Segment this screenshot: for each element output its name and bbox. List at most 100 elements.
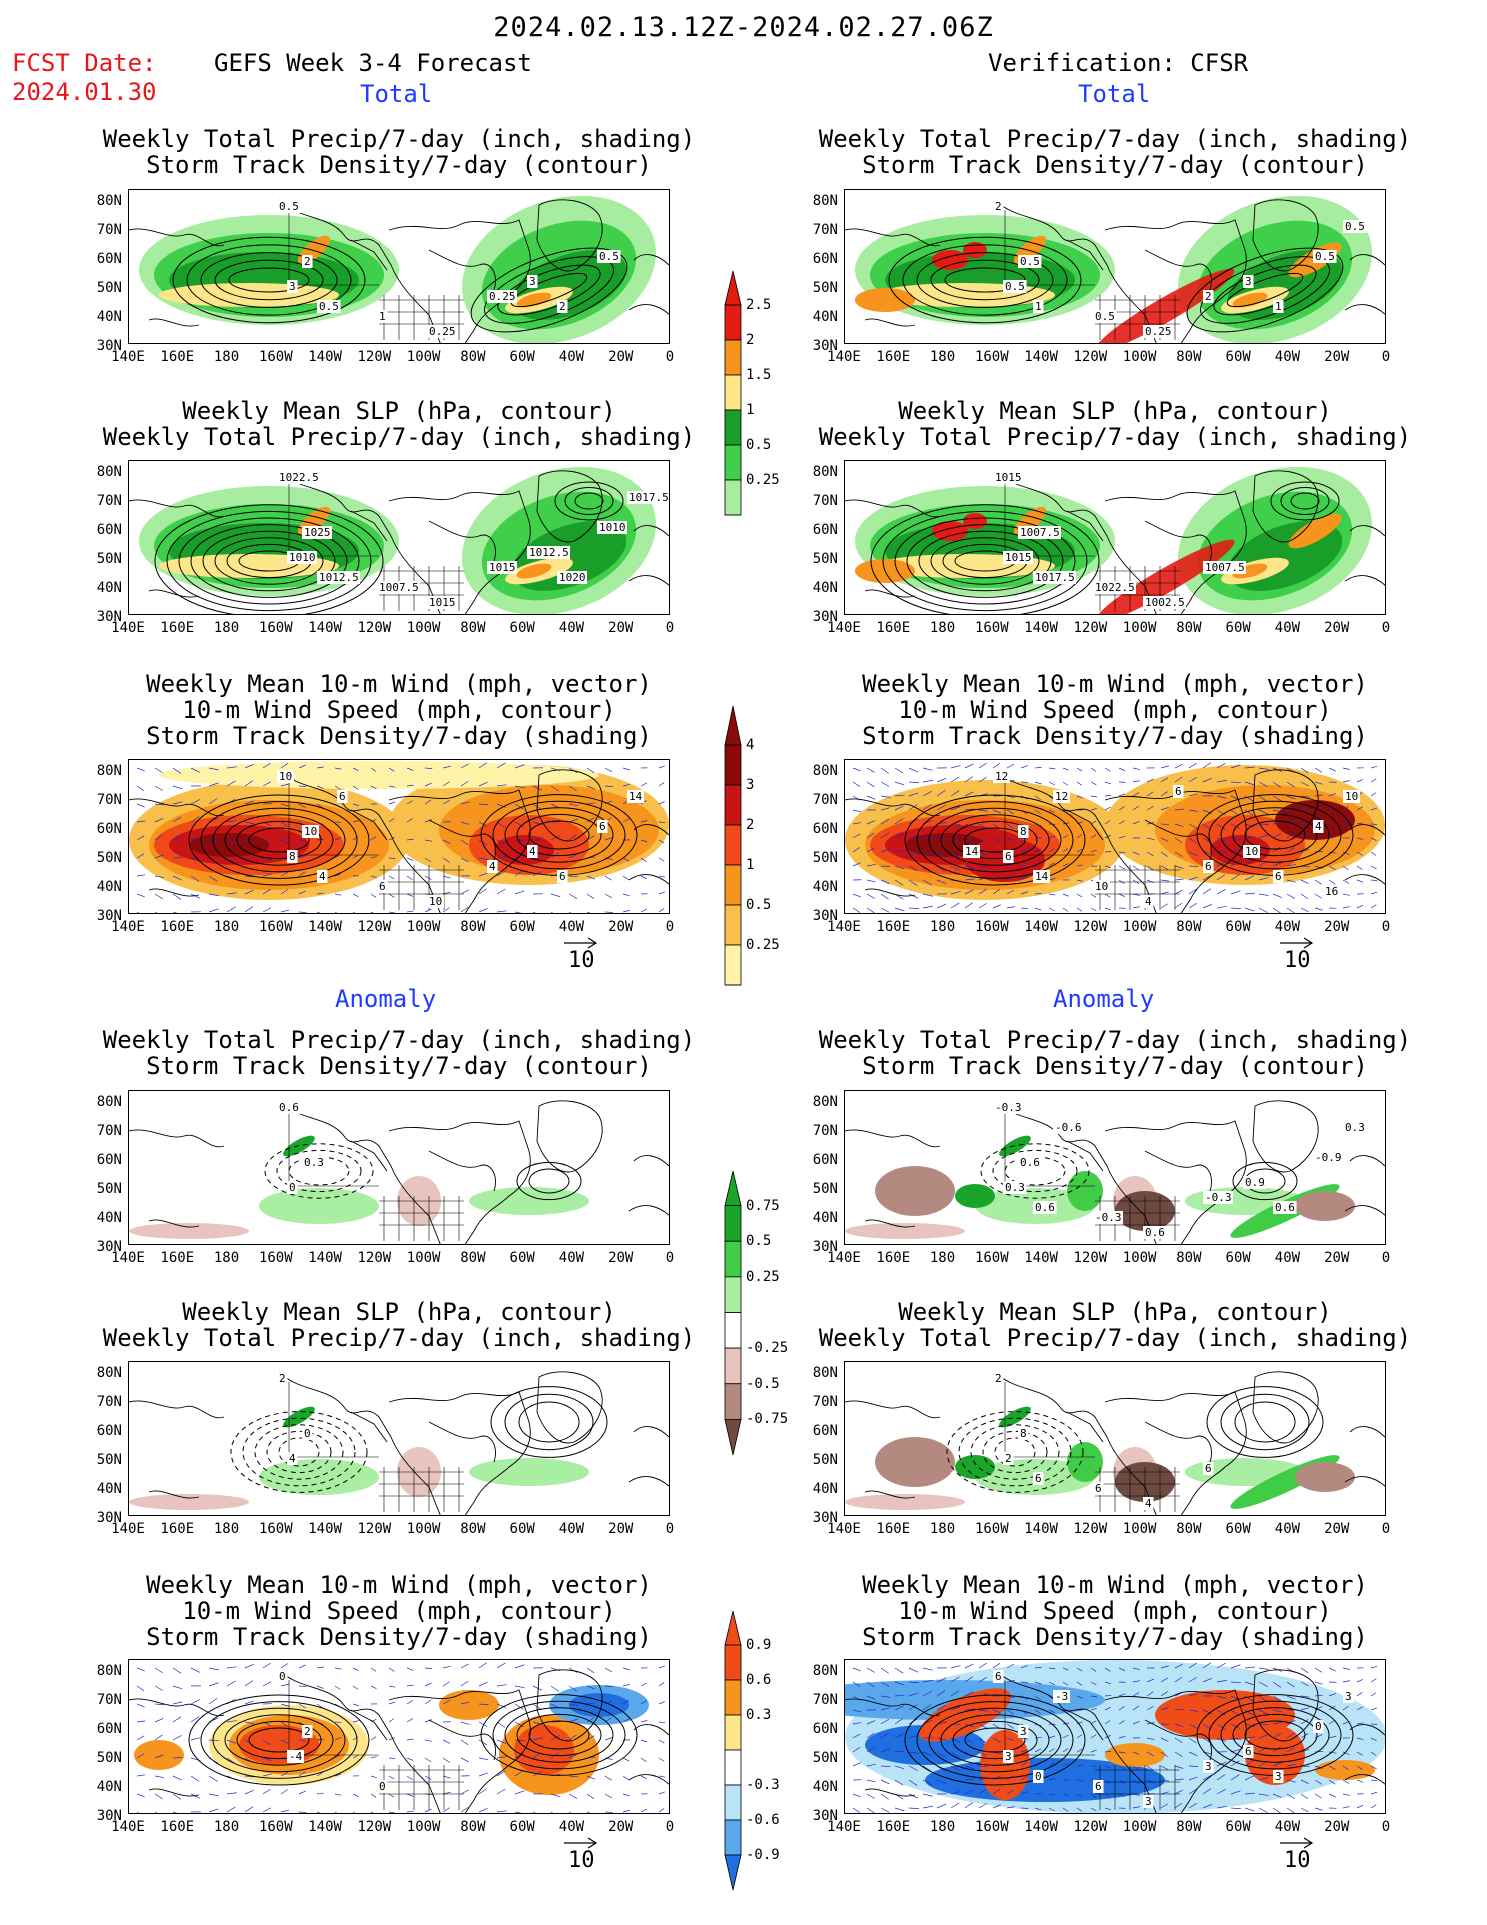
contour-label: 10 (427, 895, 444, 908)
lat-tick-label: 50N (812, 551, 838, 567)
contour-label: -0.3 (993, 1101, 1023, 1114)
lon-tick-label: 100W (406, 919, 441, 935)
contour-label: 3 (287, 280, 298, 293)
contour-label: 6 (1243, 1745, 1254, 1758)
lon-tick-label: 140E (827, 349, 861, 365)
contour-label: -0.3 (1093, 1211, 1123, 1224)
svg-text:-4: -4 (289, 1750, 303, 1763)
svg-text:1017.5: 1017.5 (1035, 571, 1075, 584)
svg-text:14: 14 (965, 845, 979, 858)
contour-label: 4 (287, 1452, 298, 1465)
svg-text:1017.5: 1017.5 (629, 491, 669, 504)
lon-tick-label: 0 (1381, 349, 1391, 365)
lon-tick-label: 180 (213, 620, 240, 636)
lon-tick-label: 100W (406, 349, 441, 365)
lon-tick-label: 0 (1381, 1819, 1391, 1835)
lon-tick-label: 100W (406, 1250, 441, 1266)
contour-label: 0.5 (1018, 255, 1042, 268)
contour-label: 0.25 (427, 325, 457, 338)
lon-tick-label: 140E (111, 349, 145, 365)
lon-tick-label: 160E (876, 620, 911, 636)
panel-title: Weekly Total Precip/7-day (inch, shading… (818, 423, 1412, 451)
map-panel-verification-ap: -0.3 0.6 0.3 -0.3 0.6 0.6 -0.3 0.9 0.6 -0.9 0.3 -0.… (844, 1090, 1386, 1245)
lon-tick-label: 160E (876, 1819, 911, 1835)
svg-text:12: 12 (995, 770, 1008, 783)
svg-text:16: 16 (1325, 885, 1338, 898)
lat-tick-label: 80N (812, 1365, 838, 1381)
svg-text:0: 0 (1035, 1770, 1042, 1783)
lon-tick-label: 120W (1073, 1819, 1108, 1835)
contour-label: 10 (302, 825, 319, 838)
lon-tick-label: 140E (111, 1521, 145, 1537)
lat-tick-label: 50N (812, 280, 838, 296)
contour-label: 10 (1343, 790, 1360, 803)
lon-tick-label: 60W (1225, 1521, 1251, 1537)
lon-tick-label: 160W (974, 620, 1009, 636)
svg-text:14: 14 (629, 790, 643, 803)
svg-text:3: 3 (529, 275, 536, 288)
lon-tick-label: 100W (1122, 620, 1157, 636)
lon-tick-label: 140W (308, 1250, 342, 1266)
svg-text:4: 4 (1315, 820, 1322, 833)
svg-text:4: 4 (529, 845, 536, 858)
lon-tick-label: 20W (608, 919, 634, 935)
lon-tick-label: 120W (357, 1250, 392, 1266)
lon-tick-label: 0 (665, 620, 675, 636)
contour-label: 4 (487, 860, 498, 873)
lon-tick-label: 0 (665, 919, 675, 935)
page-title: 2024.02.13.12Z-2024.02.27.06Z (493, 12, 994, 43)
contour-label: 6 (1173, 785, 1184, 798)
lon-tick-label: 0 (665, 1819, 675, 1835)
svg-text:0.5: 0.5 (279, 200, 299, 213)
contour-label: 3 (1143, 1795, 1154, 1808)
lon-tick-label: 80W (1176, 620, 1202, 636)
panel-title: Weekly Total Precip/7-day (inch, shading… (818, 1026, 1412, 1054)
colorbar-label: -0.9 (746, 1847, 780, 1863)
lon-tick-label: 60W (1225, 919, 1251, 935)
contour-label: 1 (1033, 300, 1044, 313)
panel-title: Storm Track Density/7-day (shading) (146, 722, 652, 750)
svg-text:-0.3: -0.3 (1205, 1191, 1232, 1204)
contour-label: 0.5 (1093, 310, 1117, 323)
lon-tick-label: 100W (1122, 1250, 1157, 1266)
svg-text:6: 6 (1205, 1462, 1212, 1475)
contour-label: -4 (287, 1750, 304, 1763)
contour-label: 2 (1203, 290, 1214, 303)
lon-tick-label: 40W (558, 349, 585, 365)
panel-title: Storm Track Density/7-day (shading) (862, 1623, 1368, 1651)
contour-label: 0.5 (597, 250, 621, 263)
lon-tick-label: 20W (1324, 349, 1350, 365)
svg-text:1015: 1015 (489, 561, 516, 574)
svg-text:1020: 1020 (559, 571, 586, 584)
svg-text:0.6: 0.6 (1145, 1226, 1165, 1239)
panel-title: Storm Track Density/7-day (contour) (862, 1052, 1368, 1080)
lon-tick-label: 120W (357, 1819, 392, 1835)
contour-label: 2 (557, 300, 568, 313)
map-panel-verification-tp: 2 0.5 0.5 0.5 1 0.25 2 3 1 0.5 0.5 (844, 189, 1386, 344)
lon-tick-label: 160E (876, 1521, 911, 1537)
colorbar-label: 4 (746, 737, 755, 753)
lon-tick-label: 160E (160, 1521, 195, 1537)
lon-tick-label: 160W (974, 349, 1009, 365)
lon-tick-label: 0 (1381, 919, 1391, 935)
lat-tick-label: 40N (812, 1779, 838, 1795)
svg-text:3: 3 (1145, 1795, 1152, 1808)
contour-label: 0.6 (1033, 1201, 1057, 1214)
lon-tick-label: 40W (1274, 1521, 1301, 1537)
colorbar-label: 2.5 (746, 297, 772, 313)
lat-tick-label: 30N (96, 1239, 122, 1255)
contour-label: 4 (317, 870, 328, 883)
contour-label: 6 (1003, 850, 1014, 863)
svg-text:6: 6 (379, 880, 386, 893)
contour-label: 0 (1033, 1770, 1044, 1783)
lon-tick-label: 140E (827, 919, 861, 935)
lat-tick-label: 80N (812, 1663, 838, 1679)
colorbar (724, 705, 742, 986)
lon-tick-label: 0 (665, 1521, 675, 1537)
lon-tick-label: 80W (460, 1521, 486, 1537)
svg-text:6: 6 (1095, 1780, 1102, 1793)
svg-text:1007.5: 1007.5 (1020, 526, 1060, 539)
colorbar-label: 2 (746, 817, 755, 833)
svg-text:0.5: 0.5 (1315, 250, 1335, 263)
lat-tick-label: 70N (812, 1123, 838, 1139)
